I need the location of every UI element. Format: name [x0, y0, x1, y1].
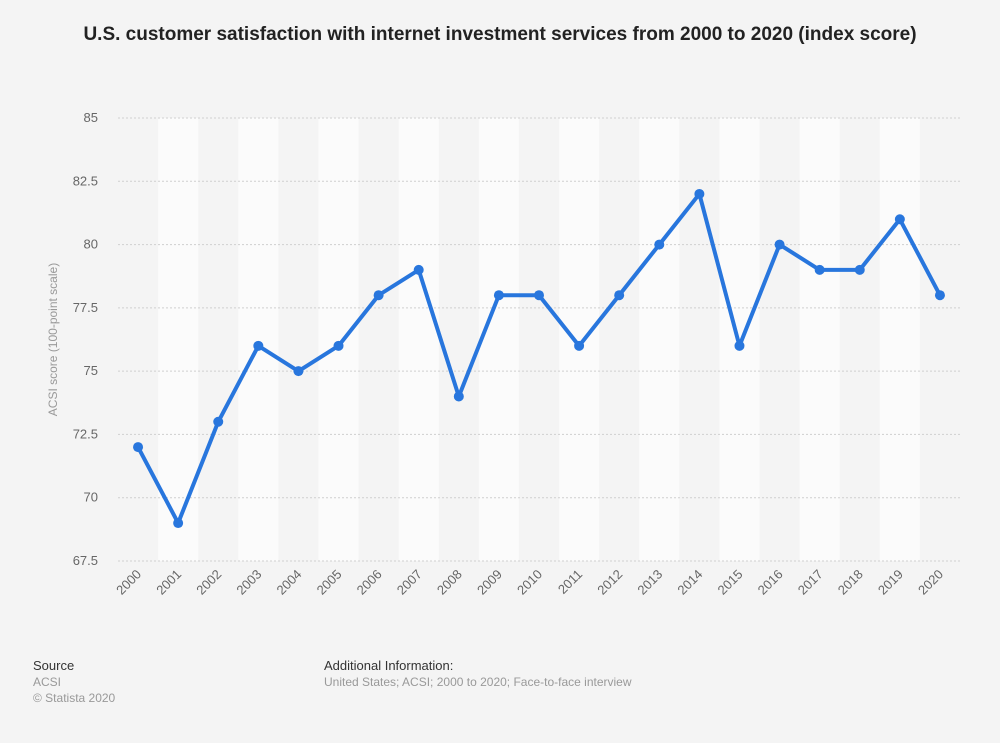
x-tick-label: 2004 — [273, 567, 304, 598]
data-point — [173, 518, 184, 529]
column-band — [799, 118, 840, 561]
x-tick-label: 2008 — [434, 567, 465, 598]
data-point — [373, 290, 384, 301]
data-point — [413, 264, 424, 275]
column-band — [318, 118, 359, 561]
x-tick-label: 2012 — [594, 567, 625, 598]
x-tick-label: 2007 — [394, 567, 425, 598]
data-point — [133, 442, 144, 453]
data-point — [534, 290, 544, 301]
data-point — [814, 264, 825, 275]
data-point — [253, 340, 264, 351]
column-band — [559, 118, 600, 561]
data-point — [574, 340, 585, 351]
data-point — [333, 340, 344, 351]
copyright: © Statista 2020 — [33, 691, 116, 705]
additional-info-block: Additional Information: United States; A… — [324, 658, 632, 690]
x-tick-label: 2003 — [233, 567, 264, 598]
data-point — [493, 290, 504, 301]
y-tick-label: 85 — [84, 110, 98, 125]
additional-info-label: Additional Information: — [324, 658, 454, 673]
column-band — [478, 118, 519, 561]
y-tick-label: 72.5 — [73, 426, 98, 441]
x-tick-label: 2002 — [193, 567, 224, 598]
source-value: ACSI — [33, 675, 62, 689]
x-tick-label: 2006 — [354, 567, 385, 598]
x-tick-label: 2015 — [715, 567, 746, 598]
column-band — [879, 118, 920, 561]
y-tick-label: 80 — [84, 237, 98, 252]
y-tick-label: 70 — [84, 490, 98, 505]
y-tick-label: 67.5 — [73, 553, 98, 568]
x-tick-label: 2010 — [514, 567, 545, 598]
data-point — [934, 290, 945, 301]
column-band — [398, 118, 439, 561]
additional-info-value: United States; ACSI; 2000 to 2020; Face-… — [324, 675, 632, 689]
data-point — [854, 264, 865, 275]
y-tick-label: 77.5 — [73, 300, 98, 315]
x-tick-label: 2005 — [314, 567, 345, 598]
x-tick-label: 2020 — [915, 567, 946, 598]
data-point — [614, 290, 625, 301]
data-point — [654, 239, 665, 250]
x-tick-label: 2018 — [835, 567, 866, 598]
y-tick-label: 75 — [84, 363, 98, 378]
line-chart: 67.5 70 72.5 75 77.5 80 82.5 85 ACSI score (100-… — [46, 110, 960, 598]
column-band — [238, 118, 279, 561]
x-tick-label: 2013 — [634, 567, 665, 598]
data-point — [293, 366, 304, 377]
x-tick-label: 2016 — [755, 567, 786, 598]
x-tick-label: 2009 — [474, 567, 505, 598]
chart-title: U.S. customer satisfaction with internet… — [83, 24, 917, 45]
y-tick-label: 82.5 — [73, 173, 98, 188]
source-block: Source ACSI © Statista 2020 — [33, 658, 115, 706]
x-tick-label: 2000 — [113, 567, 144, 598]
x-tick-label: 2011 — [555, 567, 585, 597]
x-tick-label: 2014 — [674, 567, 705, 598]
data-point — [734, 340, 745, 351]
x-tick-label: 2001 — [153, 567, 184, 598]
data-point — [774, 239, 785, 250]
data-point — [213, 416, 224, 427]
y-axis-label: ACSI score (100-point scale) — [46, 263, 60, 416]
column-band — [639, 118, 680, 561]
data-point — [453, 391, 464, 402]
data-point — [694, 188, 705, 199]
source-label: Source — [33, 658, 75, 673]
x-tick-label: 2019 — [875, 567, 906, 598]
x-tick-label: 2017 — [795, 567, 826, 598]
data-point — [894, 214, 905, 225]
